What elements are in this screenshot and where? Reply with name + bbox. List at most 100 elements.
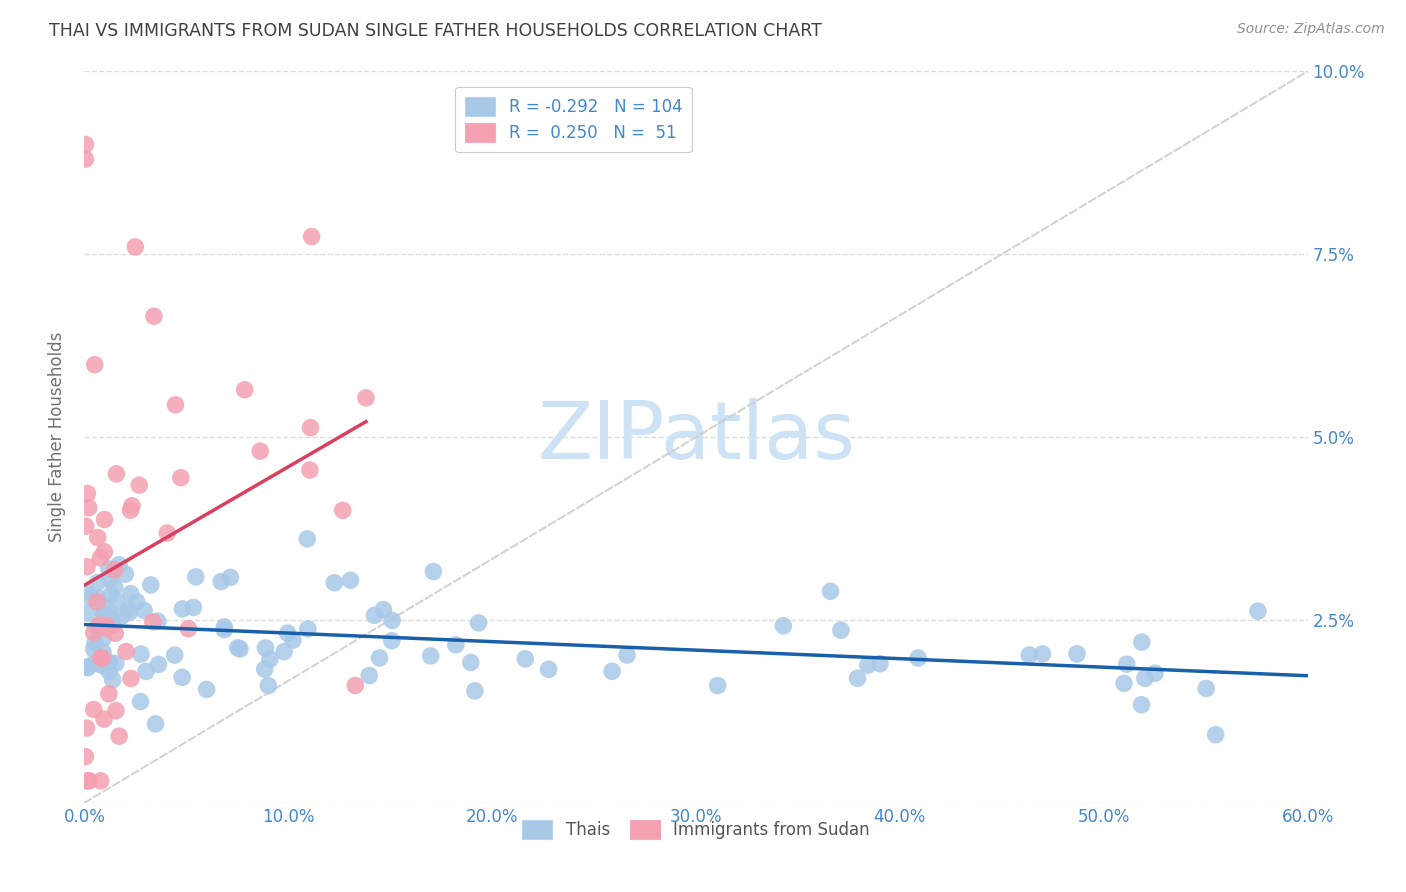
Point bbox=[301, 229, 323, 244]
Point bbox=[464, 684, 486, 698]
Point bbox=[91, 651, 114, 665]
Point bbox=[273, 644, 295, 658]
Point bbox=[118, 605, 141, 619]
Point bbox=[209, 574, 232, 589]
Point bbox=[156, 526, 179, 541]
Text: THAI VS IMMIGRANTS FROM SUDAN SINGLE FATHER HOUSEHOLDS CORRELATION CHART: THAI VS IMMIGRANTS FROM SUDAN SINGLE FAT… bbox=[49, 22, 823, 40]
Point bbox=[97, 602, 120, 616]
Point bbox=[104, 657, 127, 671]
Point bbox=[277, 626, 299, 640]
Point bbox=[100, 588, 122, 602]
Point bbox=[1133, 672, 1156, 686]
Point bbox=[125, 595, 148, 609]
Text: Source: ZipAtlas.com: Source: ZipAtlas.com bbox=[1237, 22, 1385, 37]
Point bbox=[103, 580, 125, 594]
Point bbox=[75, 152, 97, 166]
Point bbox=[96, 618, 118, 632]
Point bbox=[706, 679, 728, 693]
Point bbox=[195, 682, 218, 697]
Point bbox=[253, 662, 276, 676]
Point bbox=[87, 591, 110, 605]
Point bbox=[104, 704, 127, 718]
Point bbox=[76, 559, 98, 574]
Point bbox=[249, 444, 271, 458]
Point bbox=[846, 671, 869, 685]
Point bbox=[93, 606, 115, 620]
Point bbox=[142, 309, 165, 323]
Point bbox=[323, 575, 346, 590]
Point bbox=[83, 657, 105, 671]
Point bbox=[422, 565, 444, 579]
Point bbox=[1130, 698, 1153, 712]
Point bbox=[115, 644, 138, 658]
Point bbox=[120, 672, 142, 686]
Point bbox=[93, 712, 115, 726]
Point bbox=[101, 618, 124, 632]
Point bbox=[869, 657, 891, 671]
Point bbox=[83, 625, 105, 640]
Point bbox=[89, 550, 111, 565]
Point bbox=[76, 773, 98, 788]
Point bbox=[259, 652, 281, 666]
Point bbox=[76, 606, 98, 620]
Point bbox=[332, 503, 354, 517]
Point bbox=[1143, 666, 1166, 681]
Point bbox=[226, 640, 249, 655]
Point bbox=[1130, 635, 1153, 649]
Y-axis label: Single Father Households: Single Father Households bbox=[48, 332, 66, 542]
Point bbox=[219, 570, 242, 584]
Point bbox=[124, 240, 146, 254]
Point bbox=[114, 567, 136, 582]
Point bbox=[368, 651, 391, 665]
Point bbox=[616, 648, 638, 662]
Point bbox=[97, 665, 120, 679]
Point bbox=[363, 608, 385, 623]
Point bbox=[354, 391, 377, 405]
Point bbox=[381, 633, 404, 648]
Point bbox=[98, 572, 121, 586]
Point bbox=[856, 658, 879, 673]
Point bbox=[1205, 728, 1227, 742]
Point bbox=[91, 658, 114, 673]
Point bbox=[83, 358, 105, 372]
Point bbox=[86, 594, 108, 608]
Point bbox=[135, 665, 157, 679]
Point bbox=[214, 623, 236, 637]
Point bbox=[90, 773, 112, 788]
Point bbox=[84, 635, 107, 649]
Point bbox=[120, 587, 142, 601]
Point bbox=[75, 585, 97, 599]
Point bbox=[128, 478, 150, 492]
Point bbox=[163, 648, 186, 662]
Point bbox=[165, 398, 187, 412]
Point bbox=[299, 420, 322, 434]
Point bbox=[254, 640, 277, 655]
Point bbox=[257, 679, 280, 693]
Point bbox=[183, 600, 205, 615]
Point bbox=[297, 622, 319, 636]
Point bbox=[117, 602, 139, 616]
Point bbox=[108, 729, 131, 743]
Point bbox=[75, 519, 97, 533]
Point bbox=[233, 383, 256, 397]
Point bbox=[111, 609, 134, 624]
Point bbox=[94, 614, 117, 628]
Point bbox=[101, 673, 124, 687]
Point bbox=[75, 137, 97, 152]
Point bbox=[820, 584, 842, 599]
Point bbox=[83, 702, 105, 716]
Point bbox=[139, 578, 162, 592]
Point bbox=[359, 668, 381, 682]
Point bbox=[105, 467, 128, 481]
Point bbox=[146, 614, 169, 628]
Point bbox=[1112, 676, 1135, 690]
Point bbox=[77, 773, 100, 788]
Point bbox=[132, 603, 155, 617]
Point bbox=[121, 499, 143, 513]
Point bbox=[419, 648, 441, 663]
Point bbox=[172, 602, 194, 616]
Point bbox=[76, 660, 98, 674]
Legend: Thais, Immigrants from Sudan: Thais, Immigrants from Sudan bbox=[516, 814, 876, 846]
Point bbox=[108, 558, 131, 572]
Point bbox=[381, 614, 404, 628]
